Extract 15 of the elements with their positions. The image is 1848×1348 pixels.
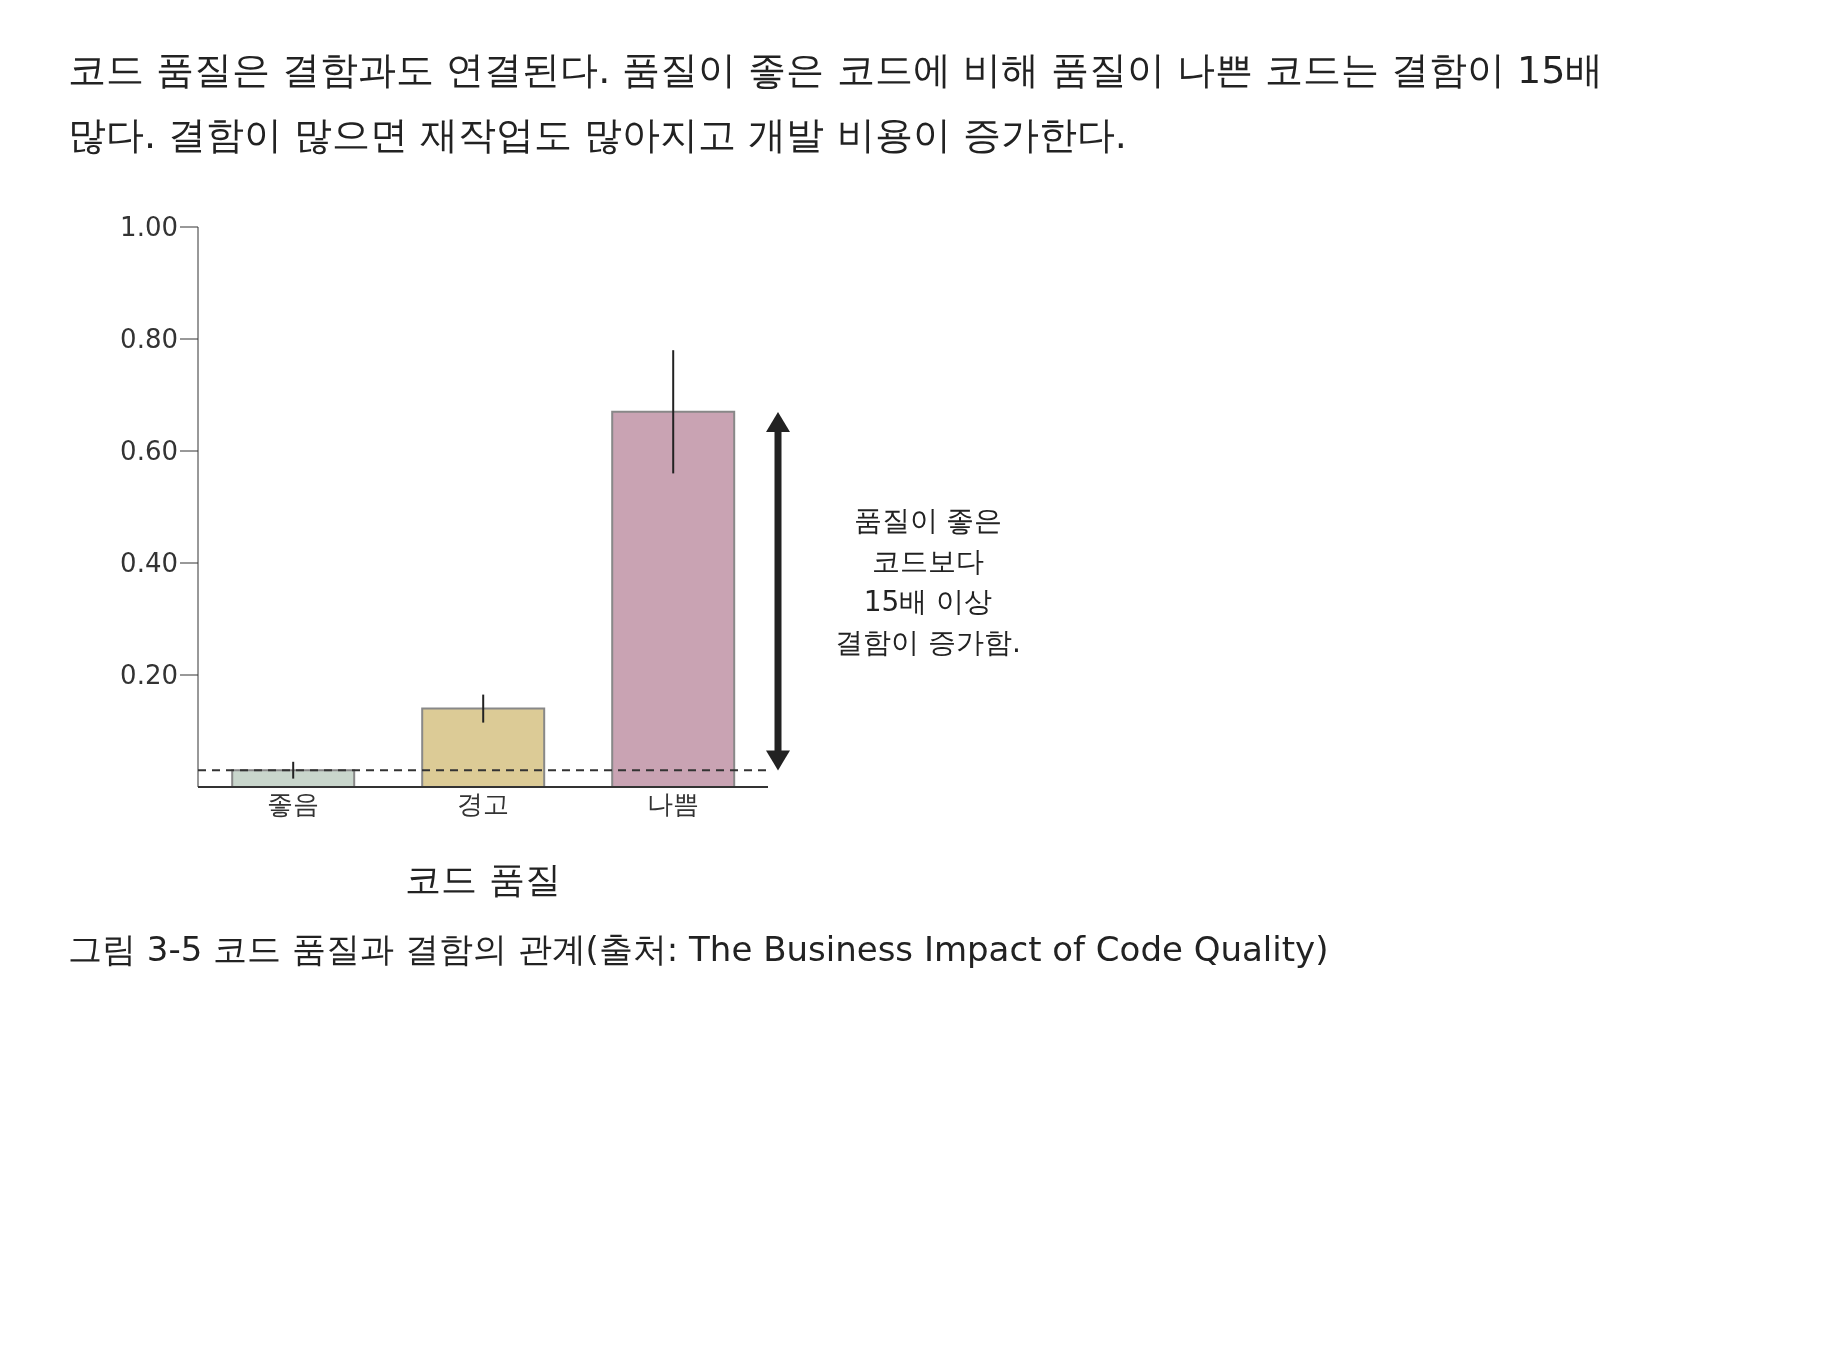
y-tick-label: 0.40 bbox=[120, 548, 178, 579]
text: 그림 3-5 코드 품질과 결함의 관계(출처: The Business Impact of Code Quality) bbox=[68, 928, 1330, 972]
y-tick-label: 0.80 bbox=[120, 324, 178, 355]
y-tick-label: 0.20 bbox=[120, 660, 178, 691]
x-tick-label: 좋음 bbox=[267, 789, 319, 820]
y-tick-label: 1.00 bbox=[120, 212, 178, 243]
bar bbox=[231, 769, 356, 788]
text: 품질이 좋은 코드보다 15배 이상 결함이 증가함. bbox=[834, 503, 1022, 661]
bar bbox=[611, 410, 736, 788]
y-tick-label: 0.60 bbox=[120, 436, 178, 467]
x-axis-title: 코드 품질 bbox=[405, 859, 561, 901]
x-tick-label: 경고 bbox=[457, 789, 509, 820]
x-tick-label: 나쁨 bbox=[647, 789, 699, 820]
text: 코드 품질은 결함과도 연결된다. 품질이 좋은 코드에 비해 품질이 나쁜 코드는 결함이 15배 많다. 결함이 많으면 재작업도 많아지고 개발 비용이 증가한다. bbox=[68, 47, 1605, 159]
bar bbox=[421, 707, 546, 788]
